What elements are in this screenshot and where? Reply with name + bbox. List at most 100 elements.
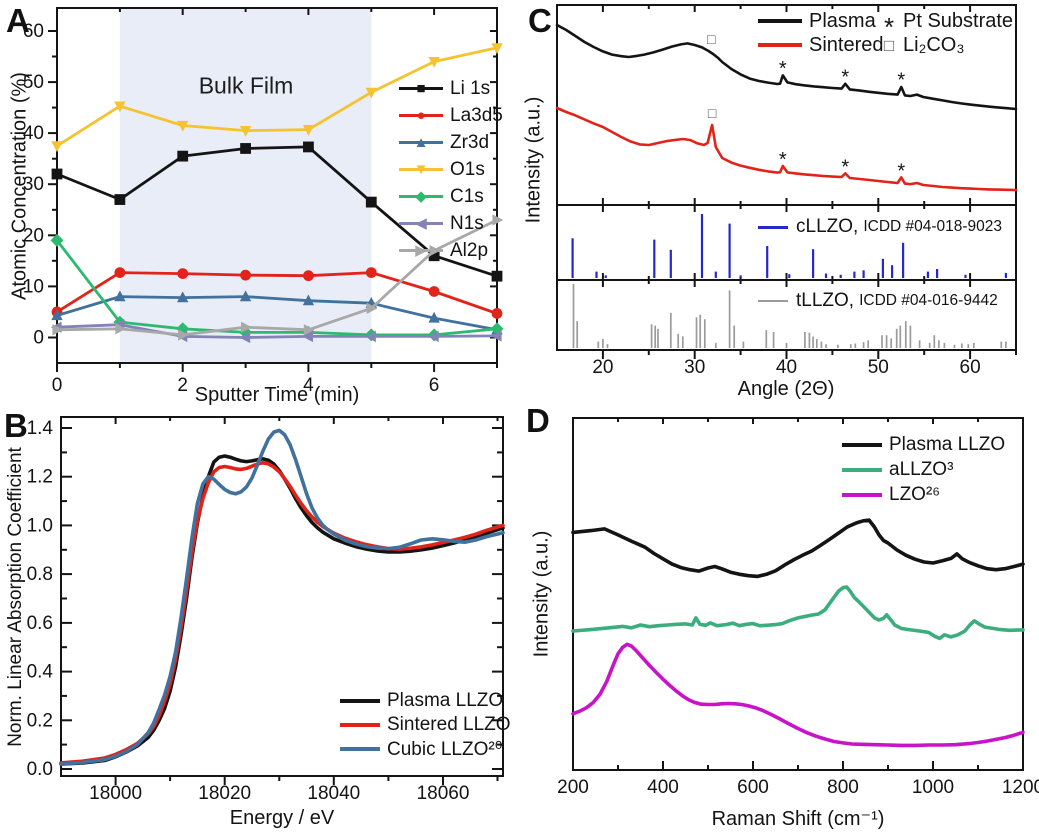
data-marker-triangle-left <box>239 331 251 344</box>
series-line-c1s <box>55 238 499 337</box>
data-marker-circle <box>240 269 251 281</box>
tick-label: 18000 <box>89 783 142 804</box>
data-marker-triangle-left <box>427 330 439 343</box>
legend-sample-la3d5: ● <box>399 106 443 126</box>
legend-item-la3d5: ● La3d5 <box>399 102 503 129</box>
cllzo-line-sample <box>758 225 788 229</box>
legend-sample-plasma-llzo-raman <box>842 435 882 455</box>
panel-c-marker-legend: * Pt Substrate □ Li₂CO₃ <box>882 9 1013 57</box>
xrd-trace-sintered <box>555 106 1018 192</box>
panel-label-c: C <box>528 2 552 39</box>
panel-c-x-axis-label: Angle (2Θ) <box>737 378 835 400</box>
marker-triangle-right-icon: ▶ <box>415 241 427 259</box>
data-marker-circle <box>365 267 377 278</box>
data-marker-triangle-down <box>239 126 252 137</box>
data-marker-triangle-down <box>51 141 63 153</box>
tick-label: 0.8 <box>27 564 53 585</box>
legend-label-c1s: C1s <box>450 185 484 207</box>
cllzo-name: cLLZO, <box>796 216 859 237</box>
data-marker-diamond <box>50 233 64 247</box>
legend-item-zr3d: ▲ Zr3d <box>399 129 503 156</box>
plot-frame <box>56 7 498 364</box>
tick-label: 0.6 <box>27 613 53 634</box>
legend-sample-lzo <box>842 485 882 505</box>
legend-item-li1s: ■ Li 1s <box>399 75 503 102</box>
data-marker-triangle-up <box>177 291 189 303</box>
panel-a-x-axis-label: Sputter Time (min) <box>194 384 360 406</box>
legend-label-plasma: Plasma <box>809 9 876 32</box>
panel-b-legend: Plasma LLZO Sintered LLZO Cubic LLZO²⁰ <box>340 689 511 761</box>
panel-b-chart: 18000 18020 18040 18060 0.0 0.2 0.4 0.6 0.8 1.0 1.… <box>27 416 505 804</box>
legend-label-zr3d: Zr3d <box>450 131 490 153</box>
legend-label-allzo: aLLZO³ <box>889 458 954 480</box>
tick-label: 40 <box>776 357 797 378</box>
legend-item-plasma-llzo-raman: Plasma LLZO <box>842 432 1005 457</box>
tick-label: 1200 <box>1002 777 1039 798</box>
tick-label: 800 <box>827 777 859 798</box>
panel-label-a: A <box>6 2 30 39</box>
tick-label: 0.2 <box>27 710 53 731</box>
legend-item-li2co3: □ Li₂CO₃ <box>882 33 1013 57</box>
legend-item-allzo: aLLZO³ <box>842 457 1005 482</box>
marker-triangle-down-icon: ▼ <box>413 160 429 178</box>
tllzo-icdd-ref: ICDD #04-016-9442 <box>859 292 998 309</box>
panel-a-y-axis-label: Atomic Concentration (%) <box>8 72 31 300</box>
pt-substrate-marker: * <box>897 160 905 182</box>
data-marker-triangle-up <box>239 290 252 302</box>
data-marker-triangle-down <box>114 101 126 113</box>
legend-sample-cubic-llzo <box>340 739 380 759</box>
tick-label: 20 <box>23 225 44 246</box>
legend-item-sintered: Sintered <box>758 33 884 57</box>
panel-d-legend: Plasma LLZO aLLZO³ LZO²⁶ <box>842 432 1005 507</box>
data-marker-triangle-left <box>365 330 376 343</box>
tick-label: 6 <box>429 375 440 396</box>
tick-label: 4 <box>303 375 314 396</box>
panel-label-b: B <box>4 407 28 444</box>
legend-label-sintered: Sintered <box>809 33 884 56</box>
cllzo-icdd-ref: ICDD #04-018-9023 <box>863 218 1003 235</box>
legend-item-pt-substrate: * Pt Substrate <box>882 9 1014 41</box>
pt-substrate-marker: * <box>841 66 849 88</box>
tick-label: 18020 <box>198 783 251 804</box>
tllzo-reference-label: tLLZO, ICDD #04-016-9442 <box>758 290 998 312</box>
tick-label: 1000 <box>912 777 954 798</box>
cllzo-reference-label: cLLZO, ICDD #04-018-9023 <box>758 216 1002 238</box>
legend-label-pt-substrate: Pt Substrate <box>903 9 1014 32</box>
marker-diamond-icon: ◆ <box>415 187 427 205</box>
data-marker-circle <box>491 308 503 319</box>
legend-label-sintered-llzo: Sintered LLZO <box>387 714 511 735</box>
panel-a-xps-depth-profile: 0 2 4 6 0 10 20 30 40 50 60 A Bulk Film Atomic Con… <box>0 0 520 410</box>
data-marker-triangle-down <box>428 57 440 68</box>
panel-b-xanes: 18000 18020 18040 18060 0.0 0.2 0.4 0.6 0.8 1.0 1.… <box>0 405 525 835</box>
tick-label: 20 <box>592 357 613 378</box>
pt-substrate-marker: * <box>779 58 787 80</box>
marker-triangle-left-icon: ◀ <box>415 214 427 232</box>
pt-substrate-marker: * <box>779 149 787 171</box>
panel-c-xrd: 20 30 40 50 60 □ * * * □ * * * C Intensity (a.u.) An… <box>520 0 1039 400</box>
legend-item-sintered-llzo: Sintered LLZO <box>340 713 511 737</box>
legend-sample-zr3d: ▲ <box>399 133 443 153</box>
tick-label: 0.4 <box>27 662 54 683</box>
li2co3-marker: □ <box>707 31 716 47</box>
legend-label-o1s: O1s <box>450 158 485 180</box>
data-marker-square <box>365 196 377 208</box>
panel-c-trace-legend: Plasma Sintered <box>758 9 884 57</box>
data-marker-triangle-right <box>115 323 127 335</box>
data-marker-circle <box>177 268 189 280</box>
series-line-zr3d <box>55 295 499 332</box>
data-marker-triangle-down <box>177 120 189 132</box>
tick-label: 1.0 <box>27 515 53 536</box>
legend-label-plasma-llzo-raman: Plasma LLZO <box>889 433 1006 455</box>
panel-b-x-axis-label: Energy / eV <box>229 807 335 829</box>
series-line-n1s <box>55 323 499 339</box>
tick-label: 1.4 <box>27 418 54 439</box>
legend-label-n1s: N1s <box>450 212 484 234</box>
data-marker-triangle-down <box>302 125 315 136</box>
open-square-marker-icon: □ <box>883 35 895 55</box>
tick-label: 0 <box>33 328 44 349</box>
legend-label-li2co3: Li₂CO₃ <box>903 33 965 56</box>
tick-label: 0.0 <box>27 759 53 780</box>
series-line-al2p <box>55 218 499 337</box>
li2co3-marker: □ <box>708 105 717 121</box>
tllzo-name: tLLZO, <box>796 290 855 311</box>
